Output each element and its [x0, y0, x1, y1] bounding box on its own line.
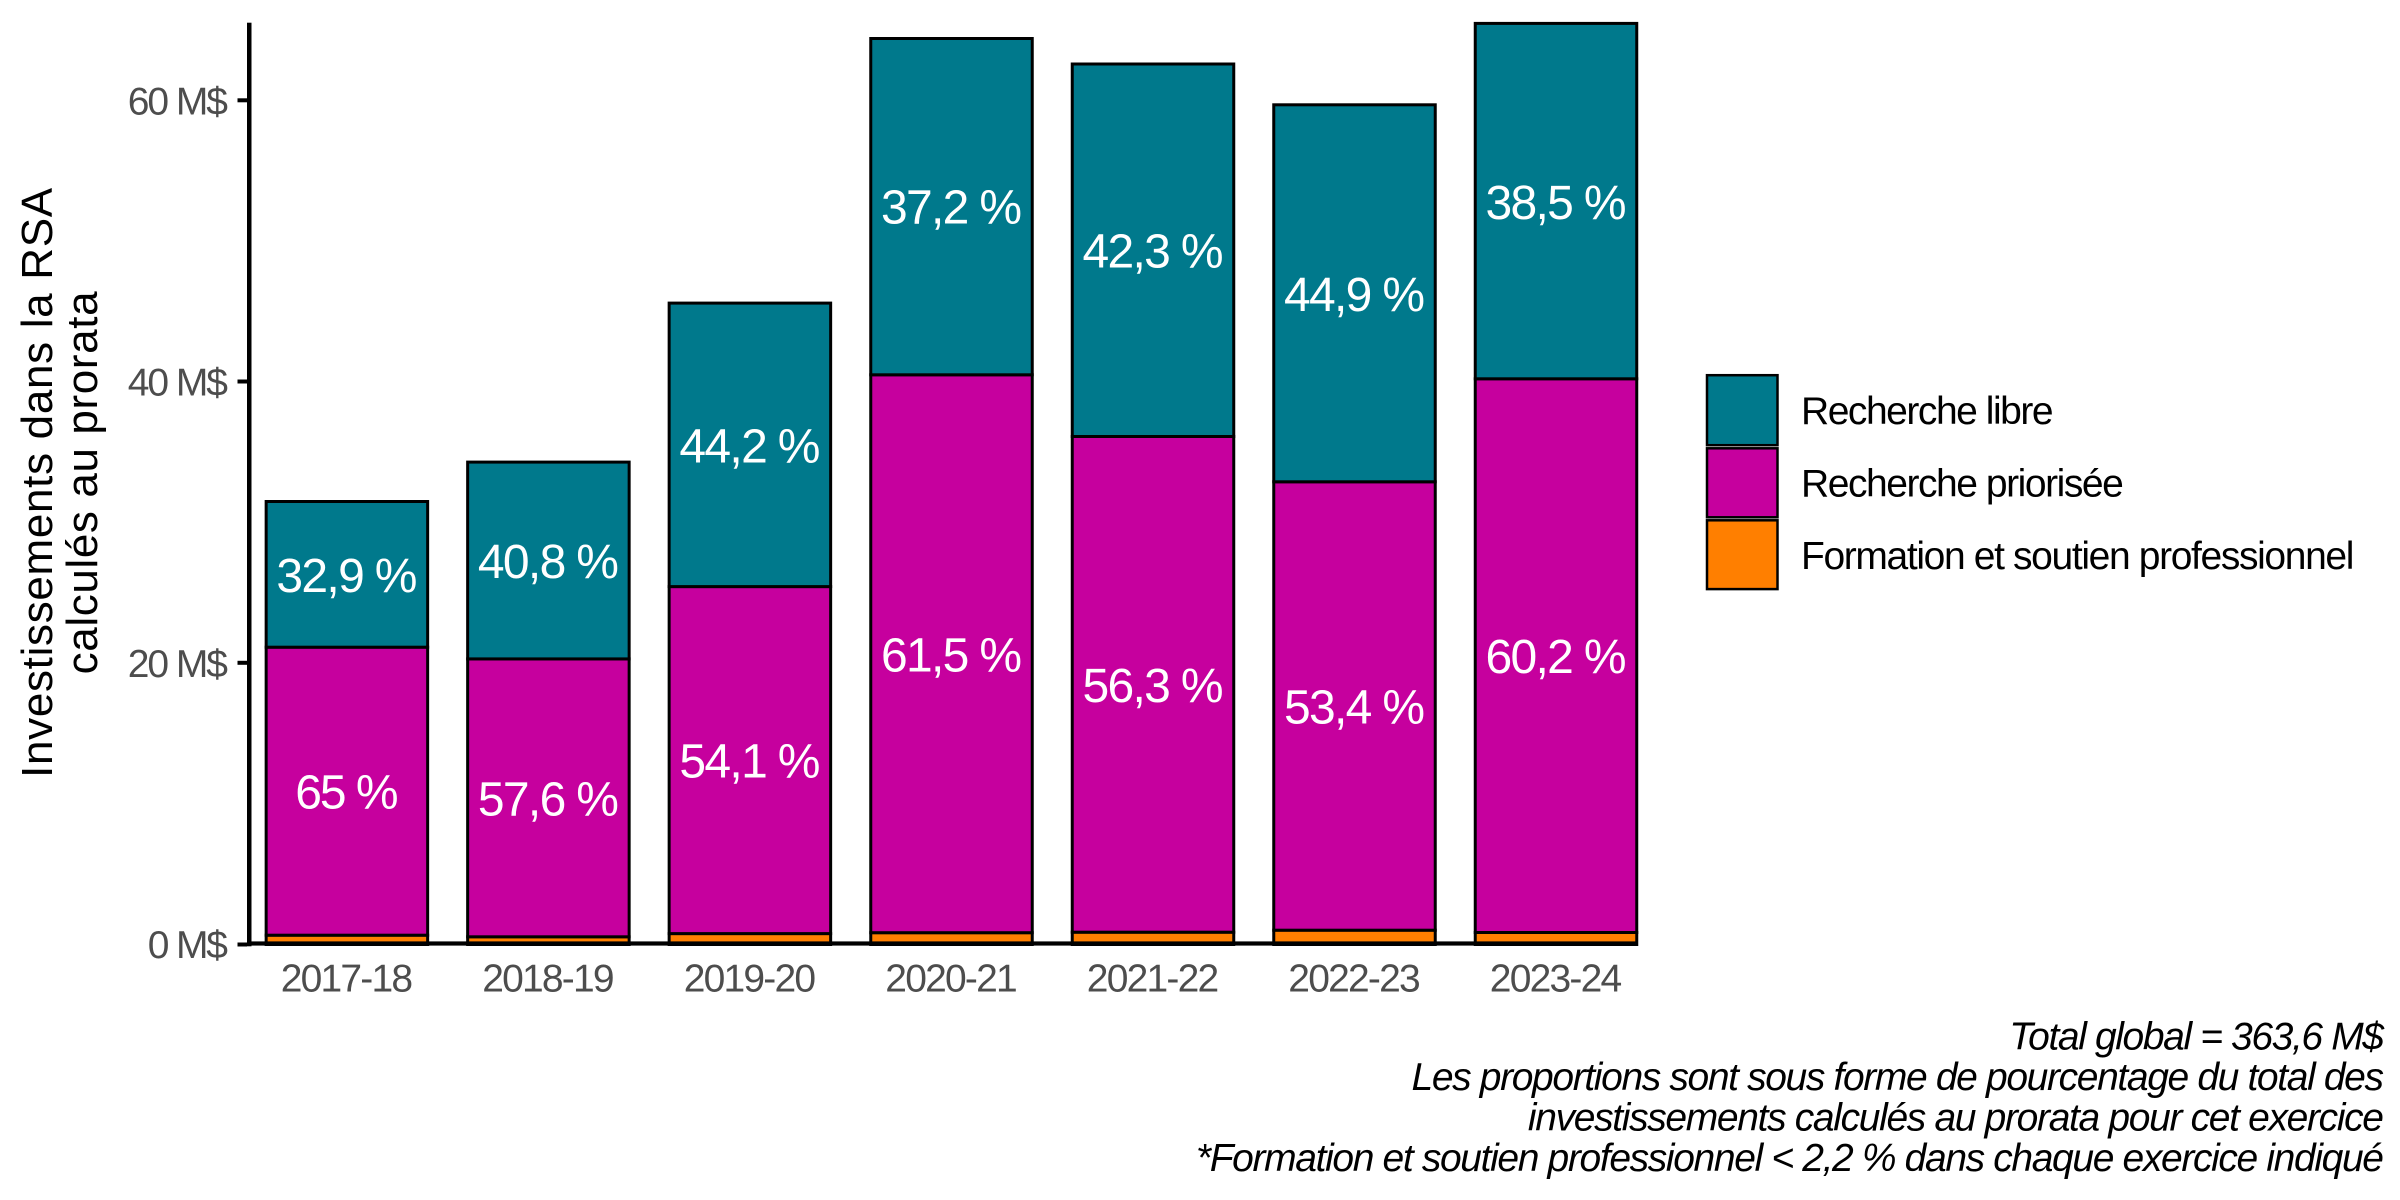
svg-text:Recherche priorisée: Recherche priorisée	[1801, 463, 2124, 506]
svg-text:60,2 %: 60,2 %	[1485, 631, 1626, 684]
svg-text:44,2 %: 44,2 %	[679, 420, 820, 473]
svg-text:investissements calculés au pr: investissements calculés au prorata pour…	[1528, 1096, 2384, 1139]
svg-text:40 M$: 40 M$	[128, 362, 229, 405]
svg-text:60 M$: 60 M$	[128, 81, 229, 124]
svg-text:44,9 %: 44,9 %	[1284, 269, 1425, 322]
svg-text:2022-23: 2022-23	[1288, 958, 1420, 1001]
svg-text:calculés au prorata: calculés au prorata	[58, 291, 107, 675]
svg-text:56,3 %: 56,3 %	[1082, 660, 1223, 713]
svg-text:20 M$: 20 M$	[128, 643, 229, 686]
svg-text:Investissements dans la RSA: Investissements dans la RSA	[13, 187, 62, 778]
svg-text:38,5 %: 38,5 %	[1485, 177, 1626, 230]
svg-text:42,3 %: 42,3 %	[1082, 226, 1223, 279]
svg-text:57,6 %: 57,6 %	[478, 773, 619, 826]
svg-text:2021-22: 2021-22	[1087, 958, 1219, 1001]
svg-text:37,2 %: 37,2 %	[881, 182, 1022, 235]
svg-text:2017-18: 2017-18	[281, 958, 413, 1001]
svg-text:40,8 %: 40,8 %	[478, 536, 619, 589]
svg-text:2023-24: 2023-24	[1490, 958, 1622, 1001]
svg-text:Formation et soutien professio: Formation et soutien professionnel	[1801, 535, 2354, 578]
svg-text:65 %: 65 %	[295, 767, 398, 820]
svg-text:*Formation et soutien professi: *Formation et soutien professionnel < 2,…	[1196, 1137, 2384, 1180]
svg-text:0 M$: 0 M$	[148, 924, 228, 967]
svg-text:32,9 %: 32,9 %	[276, 550, 417, 603]
svg-text:53,4 %: 53,4 %	[1284, 682, 1425, 735]
svg-text:Total global = 363,6 M$: Total global = 363,6 M$	[2009, 1015, 2385, 1058]
svg-text:Les proportions sont sous form: Les proportions sont sous forme de pourc…	[1412, 1056, 2385, 1099]
svg-text:61,5 %: 61,5 %	[881, 629, 1022, 682]
svg-text:Recherche libre: Recherche libre	[1801, 390, 2054, 433]
svg-text:2020-21: 2020-21	[885, 958, 1017, 1001]
svg-text:2018-19: 2018-19	[482, 958, 614, 1001]
svg-text:54,1 %: 54,1 %	[679, 736, 820, 789]
svg-text:2019-20: 2019-20	[684, 958, 816, 1001]
